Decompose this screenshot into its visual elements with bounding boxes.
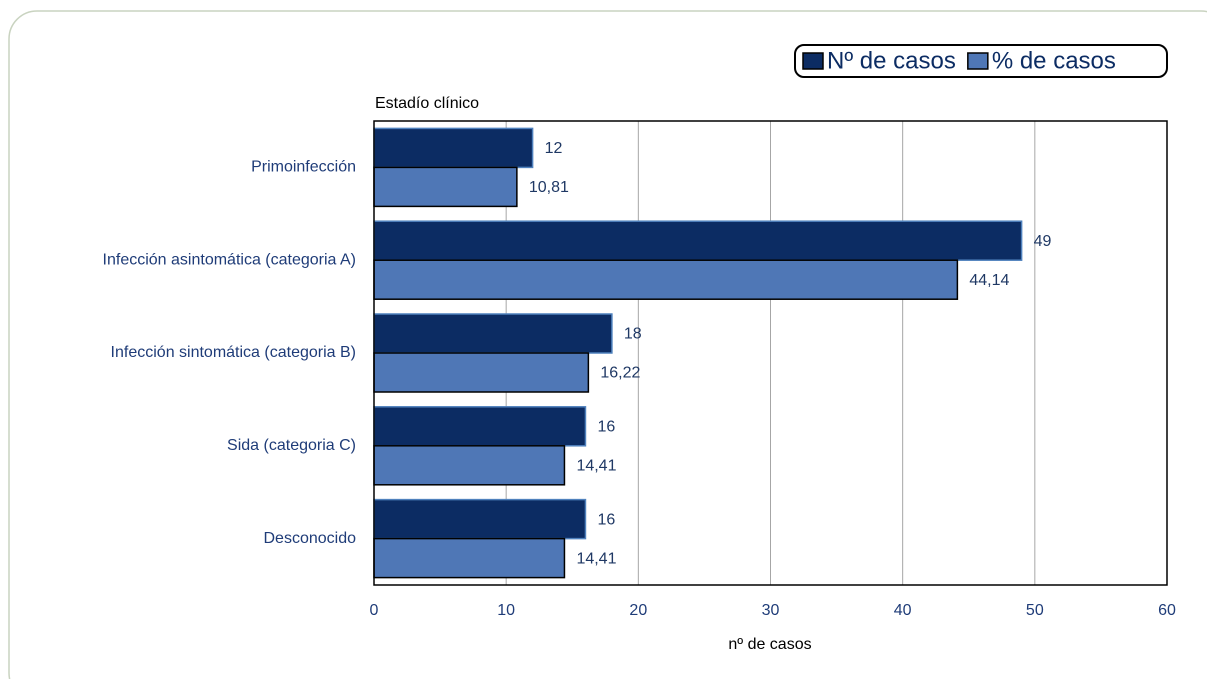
x-tick-label: 50 (1026, 602, 1044, 619)
value-label: 16,22 (600, 365, 640, 382)
x-axis-label: nº de casos (728, 636, 811, 653)
value-label: 14,41 (576, 458, 616, 475)
value-label: 49 (1034, 233, 1052, 250)
legend-swatch (802, 52, 824, 70)
bar (373, 406, 587, 447)
value-label: 14,41 (576, 550, 616, 567)
x-tick-label: 60 (1158, 602, 1176, 619)
x-tick-label: 10 (497, 602, 515, 619)
y-tick-label: Sida (categoria C) (227, 437, 356, 454)
value-label: 16 (597, 511, 615, 528)
plot-border (373, 120, 1168, 586)
y-tick-label: Desconocido (264, 530, 357, 547)
legend-swatch (967, 52, 989, 70)
y-tick-label: Primoinfección (251, 159, 356, 176)
value-label: 44,14 (969, 272, 1009, 289)
bar (373, 498, 587, 540)
legend-label: % de casos (992, 47, 1116, 74)
value-label: 10,81 (529, 179, 569, 196)
bar (373, 313, 613, 354)
x-tick-label: 20 (629, 602, 647, 619)
bar (373, 127, 534, 169)
value-label: 16 (597, 419, 615, 436)
x-tick-label: 0 (370, 602, 379, 619)
x-tick-label: 30 (762, 602, 780, 619)
bar (373, 445, 566, 486)
bar (373, 259, 959, 300)
bar (373, 166, 518, 208)
bar (373, 537, 566, 579)
legend-label: Nº de casos (827, 47, 956, 74)
y-tick-label: Infección sintomática (categoria B) (111, 344, 356, 361)
value-label: 12 (545, 140, 563, 157)
value-label: 18 (624, 326, 642, 343)
bar (373, 220, 1023, 261)
x-tick-label: 40 (894, 602, 912, 619)
chart-title: Estadío clínico (375, 95, 479, 112)
y-tick-label: Infección asintomática (categoria A) (103, 251, 356, 268)
bar (373, 352, 590, 393)
